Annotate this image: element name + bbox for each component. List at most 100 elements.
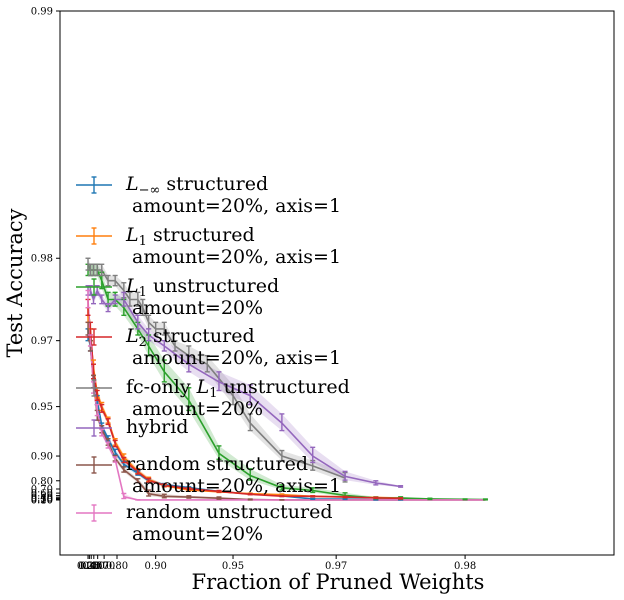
- y-tick-label: 0.70: [31, 485, 53, 496]
- error-bar: [112, 294, 118, 305]
- error-bar: [112, 439, 118, 448]
- legend-label-line2: amount=20%: [126, 398, 263, 420]
- legend-label-line2: amount=20%, axis=1: [126, 246, 341, 268]
- legend-entry: hybrid: [76, 416, 188, 438]
- error-bar: [373, 496, 379, 500]
- error-bar: [373, 480, 379, 486]
- legend-entry: random unstructured amount=20%: [76, 501, 333, 545]
- error-bar: [247, 384, 253, 406]
- error-bar: [99, 428, 105, 437]
- y-tick-label: 0.50: [31, 491, 53, 502]
- error-bar: [279, 484, 285, 491]
- y-tick-label: 0.20: [31, 495, 53, 506]
- error-bar: [99, 403, 105, 413]
- x-axis-label: Fraction of Pruned Weights: [192, 570, 485, 594]
- error-bar: [135, 314, 141, 330]
- error-bar: [310, 446, 316, 464]
- legend-label-line2: amount=20%, axis=1: [126, 475, 341, 497]
- legend-label: L1 unstructured: [125, 275, 279, 300]
- legend-label: random unstructured: [126, 501, 333, 523]
- y-tick-label: 0.10: [31, 496, 53, 507]
- legend-label: random structured: [126, 453, 308, 475]
- legend-label: L2 structured: [125, 325, 255, 350]
- error-bar: [135, 478, 141, 484]
- error-bar: [310, 497, 316, 501]
- error-bar: [99, 263, 105, 277]
- error-bar: [279, 449, 285, 462]
- error-bar: [247, 493, 253, 496]
- error-bar: [216, 496, 222, 500]
- error-bar: [279, 413, 285, 432]
- error-bar: [247, 468, 253, 481]
- error-bar: [146, 489, 152, 497]
- error-bar: [247, 413, 253, 432]
- error-bar: [310, 495, 316, 498]
- error-bar: [342, 498, 348, 501]
- error-bar: [146, 328, 152, 342]
- error-bars: [85, 257, 488, 501]
- error-bar: [186, 387, 192, 412]
- legend-label-line2: amount=20%: [126, 523, 263, 545]
- error-bar: [186, 487, 192, 491]
- legend-entry: L−∞ structured amount=20%, axis=1: [76, 173, 341, 217]
- error-bar: [247, 498, 253, 501]
- x-tick-label: 0.70: [93, 561, 115, 572]
- legend-entry: random structured amount=20%, axis=1: [76, 453, 341, 497]
- y-axis-ticks: 0.100.200.300.400.500.600.700.80 0.90 0.95…: [31, 7, 60, 507]
- error-bar: [216, 445, 222, 460]
- series-band: [88, 264, 486, 500]
- error-bar: [172, 339, 178, 352]
- x-tick-label: 0.30: [78, 561, 100, 572]
- legend-label: L1 structured: [125, 224, 255, 249]
- error-bar: [216, 489, 222, 493]
- y-tick-label: 0.60: [31, 489, 53, 500]
- error-bar: [482, 498, 488, 501]
- error-bar: [161, 493, 167, 499]
- x-tick-label: 0.98: [454, 561, 476, 572]
- x-tick-label: 0.80: [106, 561, 128, 572]
- legend-label: fc-only L1 unstructured: [126, 376, 350, 401]
- error-bar: [161, 339, 167, 352]
- x-tick-label: 0.40: [80, 561, 102, 572]
- error-bar: [230, 384, 236, 406]
- legend: L−∞ structured amount=20%, axis=1 L1 stru…: [76, 173, 350, 545]
- y-tick-label: 0.98: [31, 254, 53, 265]
- legend-label: hybrid: [126, 416, 188, 438]
- error-bar: [94, 263, 100, 277]
- x-tick-label: 0.50: [83, 561, 105, 572]
- legend-entry: L1 structured amount=20%, axis=1: [76, 224, 341, 268]
- x-tick-label: 0.95: [222, 561, 244, 572]
- y-tick-label: 0.40: [31, 493, 53, 504]
- error-bar: [105, 302, 111, 313]
- error-bar: [135, 468, 141, 475]
- error-bar: [135, 291, 141, 307]
- x-tick-label: 0.97: [325, 561, 347, 572]
- error-bar: [153, 321, 159, 336]
- x-axis-ticks: 0.200.300.400.500.600.700.80 0.90 0.95 0.97…: [77, 555, 476, 572]
- x-tick-label: 0.90: [145, 561, 167, 572]
- legend-entry: fc-only L1 unstructured amount=20%: [76, 376, 350, 420]
- error-bar: [342, 470, 348, 481]
- legend-entry: L2 structured amount=20%, axis=1: [76, 325, 341, 369]
- legend-entry: L1 unstructured amount=20%: [76, 275, 279, 319]
- x-tick-label: 0.20: [77, 561, 99, 572]
- error-bar: [112, 456, 118, 463]
- error-bar: [398, 485, 404, 488]
- error-bar: [121, 492, 127, 500]
- error-bar: [85, 289, 91, 309]
- error-bar: [99, 294, 105, 305]
- error-bar: [161, 321, 167, 336]
- confidence-bands: [88, 258, 486, 500]
- series-band: [88, 258, 346, 482]
- error-bar: [127, 291, 133, 307]
- error-bar: [94, 403, 100, 417]
- x-tick-label: 0.60: [87, 561, 109, 572]
- y-tick-label: 0.99: [31, 7, 53, 18]
- y-tick-label: 0.90: [31, 452, 53, 463]
- y-tick-label: 0.30: [31, 494, 53, 505]
- error-bar: [186, 354, 192, 373]
- error-bar: [140, 298, 146, 317]
- error-bar: [310, 487, 316, 494]
- error-bar: [279, 495, 285, 498]
